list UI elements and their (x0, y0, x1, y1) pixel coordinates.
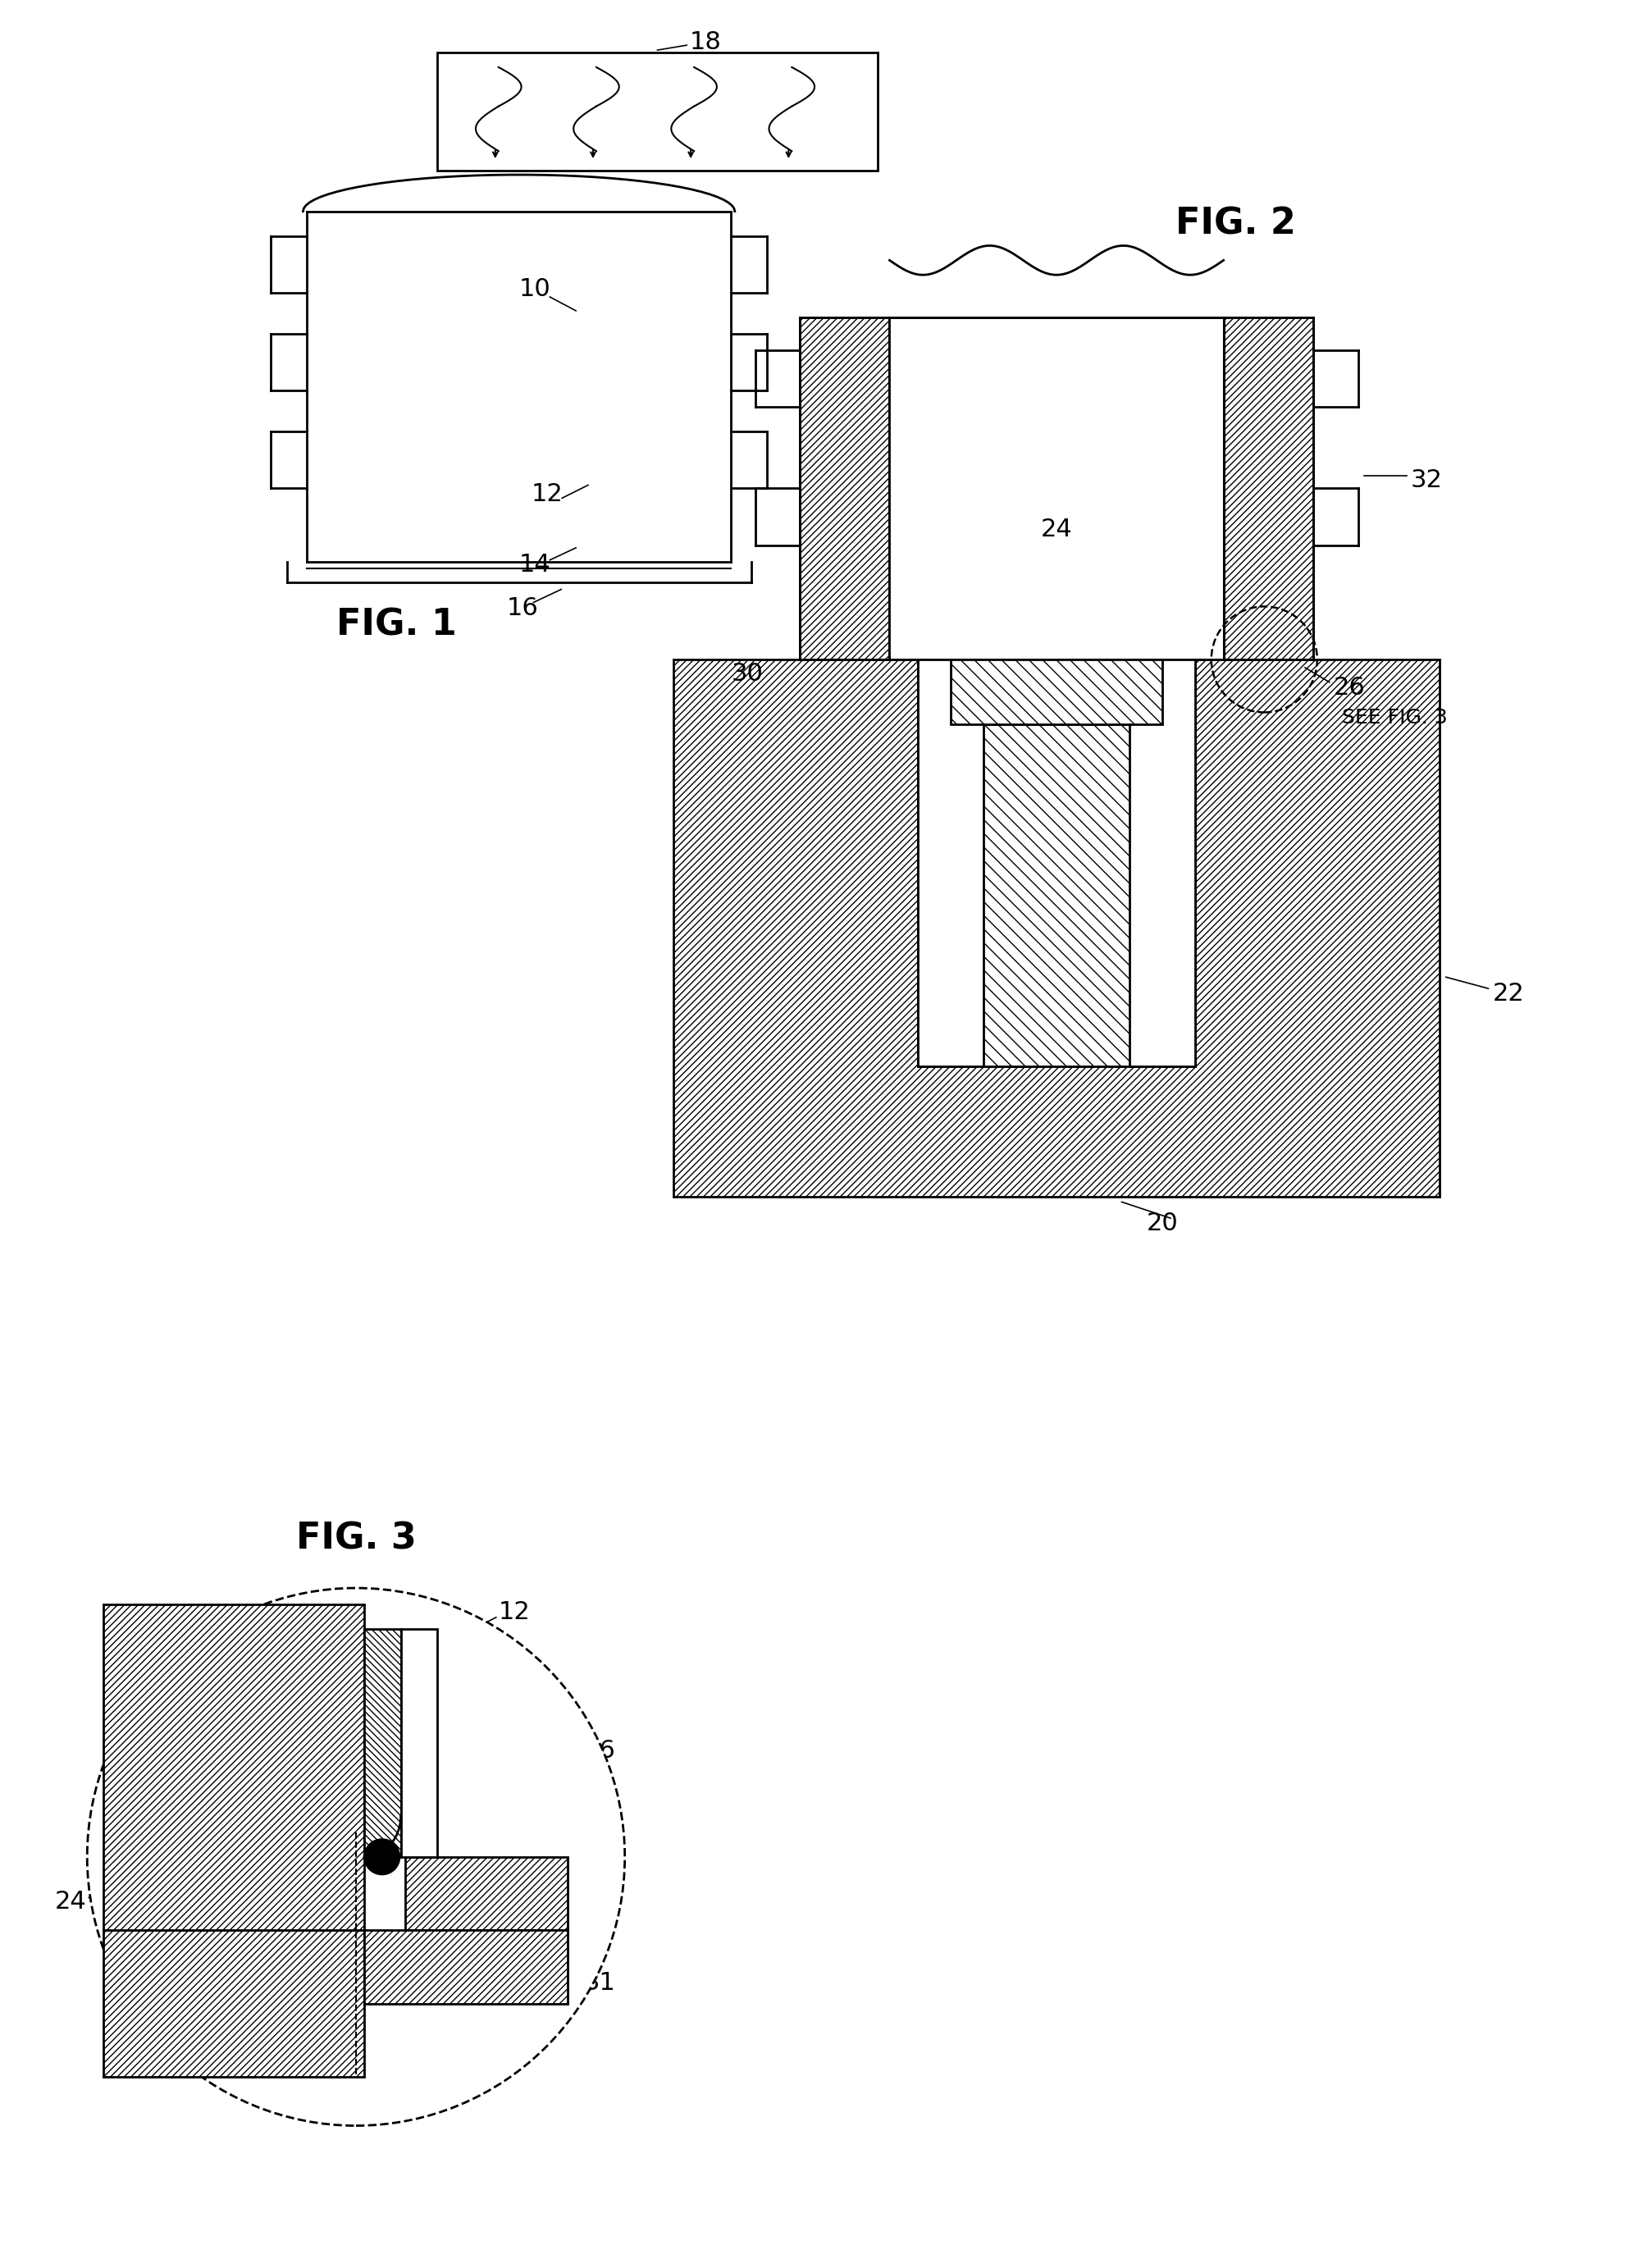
Text: 16: 16 (357, 1675, 388, 1697)
Text: 14: 14 (388, 1711, 421, 1735)
Polygon shape (889, 317, 1222, 660)
Polygon shape (400, 1630, 438, 1857)
Text: 32: 32 (1411, 469, 1442, 492)
Polygon shape (1222, 317, 1312, 660)
Text: 22: 22 (583, 1870, 616, 1893)
Text: 20: 20 (1146, 1212, 1178, 1235)
Text: 26: 26 (583, 1740, 616, 1762)
Polygon shape (363, 1931, 568, 2003)
Polygon shape (438, 52, 877, 171)
Text: 30: 30 (380, 2083, 413, 2106)
Text: 12: 12 (499, 1601, 530, 1625)
Polygon shape (674, 660, 1439, 1197)
Polygon shape (363, 1630, 400, 1857)
Text: 16: 16 (507, 597, 539, 620)
Text: 18: 18 (689, 29, 722, 54)
Text: SEE FIG. 3: SEE FIG. 3 (1341, 707, 1447, 727)
Text: FIG. 2: FIG. 2 (1175, 207, 1295, 240)
Circle shape (88, 1587, 624, 2126)
Text: 28: 28 (1044, 885, 1075, 907)
Text: 30: 30 (732, 662, 763, 687)
Text: 26: 26 (1333, 676, 1365, 700)
Polygon shape (104, 1931, 363, 2077)
Text: 10: 10 (519, 276, 550, 301)
Text: FIG. 3: FIG. 3 (296, 1522, 416, 1556)
Polygon shape (950, 660, 1161, 725)
Polygon shape (983, 725, 1130, 1066)
Polygon shape (405, 1857, 568, 1931)
Text: 24: 24 (1041, 516, 1072, 541)
Text: 31: 31 (583, 1971, 616, 1996)
Text: 22: 22 (1492, 981, 1523, 1006)
Polygon shape (104, 1605, 363, 1931)
Text: 12: 12 (530, 483, 563, 505)
Text: FIG. 1: FIG. 1 (337, 608, 456, 642)
Text: 24: 24 (55, 1890, 86, 1913)
Circle shape (363, 1839, 400, 1875)
Polygon shape (917, 660, 1194, 1066)
Text: 14: 14 (519, 552, 550, 577)
Polygon shape (800, 317, 889, 660)
